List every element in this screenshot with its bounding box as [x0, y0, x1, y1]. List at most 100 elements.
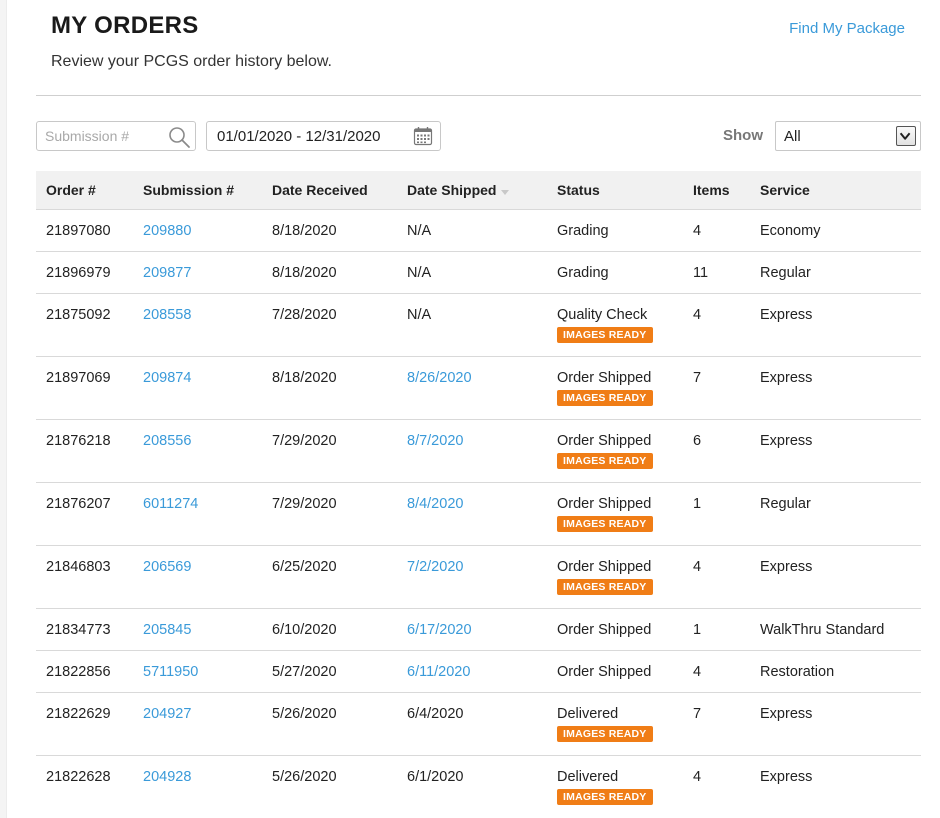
column-header-date-shipped[interactable]: Date Shipped — [397, 171, 547, 210]
date-shipped: N/A — [397, 251, 547, 294]
submission-search-box — [36, 121, 196, 151]
service-level: Express — [750, 293, 921, 357]
show-filter-value: All — [784, 128, 801, 145]
table-row: 21846803 206569 6/25/2020 7/2/2020 Order… — [36, 545, 921, 609]
column-header-submission[interactable]: Submission # — [133, 171, 262, 210]
order-status: Delivered — [557, 768, 619, 785]
shipped-date-link[interactable]: 7/2/2020 — [407, 558, 464, 575]
images-ready-badge[interactable]: IMAGES READY — [557, 452, 653, 469]
submission-link[interactable]: 209877 — [143, 264, 192, 281]
left-rail — [0, 0, 7, 818]
order-status: Grading — [557, 222, 609, 239]
date-range-picker[interactable]: 01/01/2020 - 12/31/2020 — [206, 121, 441, 151]
page-subtitle: Review your PCGS order history below. — [51, 53, 332, 70]
column-header-service[interactable]: Service — [750, 171, 921, 210]
item-count: 11 — [683, 251, 750, 294]
submission-link[interactable]: 5711950 — [143, 663, 199, 680]
column-header-date-received[interactable]: Date Received — [262, 171, 397, 210]
images-ready-badge[interactable]: IMAGES READY — [557, 515, 653, 532]
submission-search-input[interactable] — [45, 127, 163, 145]
order-status: Quality Check — [557, 306, 648, 323]
images-ready-badge[interactable]: IMAGES READY — [557, 725, 653, 742]
submission-link[interactable]: 205845 — [143, 621, 192, 638]
submission-link[interactable]: 209880 — [143, 222, 192, 239]
table-row: 21876218 208556 7/29/2020 8/7/2020 Order… — [36, 419, 921, 483]
show-filter-select[interactable]: All — [775, 121, 921, 151]
service-level: Regular — [750, 251, 921, 294]
shipped-date-link[interactable]: 6/11/2020 — [407, 663, 471, 680]
date-shipped: 6/4/2020 — [397, 692, 547, 756]
item-count: 6 — [683, 419, 750, 483]
dropdown-arrow-icon[interactable] — [896, 126, 916, 146]
images-ready-badge[interactable]: IMAGES READY — [557, 578, 653, 595]
shipped-date-link[interactable]: 8/7/2020 — [407, 432, 464, 449]
submission-link[interactable]: 204927 — [143, 705, 192, 722]
table-row: 21875092 208558 7/28/2020 N/A Quality Ch… — [36, 293, 921, 357]
date-received: 5/26/2020 — [262, 692, 397, 756]
date-shipped: N/A — [397, 209, 547, 252]
date-received: 6/25/2020 — [262, 545, 397, 609]
header-divider — [36, 95, 921, 96]
calendar-icon[interactable] — [413, 126, 433, 146]
item-count: 7 — [683, 692, 750, 756]
submission-link[interactable]: 208556 — [143, 432, 192, 449]
table-row: 21876207 6011274 7/29/2020 8/4/2020 Orde… — [36, 482, 921, 546]
date-received: 8/18/2020 — [262, 356, 397, 420]
order-status: Order Shipped — [557, 495, 652, 512]
service-level: Express — [750, 692, 921, 756]
date-received: 7/28/2020 — [262, 293, 397, 357]
order-status: Order Shipped — [557, 432, 652, 449]
submission-link[interactable]: 204928 — [143, 768, 192, 785]
order-number: 21876207 — [36, 482, 133, 546]
order-number: 21896979 — [36, 251, 133, 294]
submission-link[interactable]: 6011274 — [143, 495, 199, 512]
item-count: 1 — [683, 608, 750, 651]
page-title: MY ORDERS — [51, 12, 199, 39]
order-number: 21875092 — [36, 293, 133, 357]
table-row: 21896979 209877 8/18/2020 N/A Grading 11… — [36, 251, 921, 294]
submission-link[interactable]: 209874 — [143, 369, 192, 386]
order-status: Order Shipped — [557, 369, 652, 386]
shipped-date-link[interactable]: 6/17/2020 — [407, 621, 472, 638]
find-my-package-link[interactable]: Find My Package — [789, 20, 905, 37]
service-level: Express — [750, 356, 921, 420]
table-row: 21822628 204928 5/26/2020 6/1/2020 Deliv… — [36, 755, 921, 818]
images-ready-badge[interactable]: IMAGES READY — [557, 326, 653, 343]
table-row: 21897080 209880 8/18/2020 N/A Grading 4 … — [36, 209, 921, 252]
images-ready-badge[interactable]: IMAGES READY — [557, 389, 653, 406]
shipped-date-link[interactable]: 8/26/2020 — [407, 369, 472, 386]
date-shipped: 6/1/2020 — [397, 755, 547, 818]
search-icon[interactable] — [167, 125, 191, 149]
column-header-status[interactable]: Status — [547, 171, 683, 210]
service-level: Express — [750, 419, 921, 483]
date-range-value: 01/01/2020 - 12/31/2020 — [217, 128, 381, 145]
order-number: 21822856 — [36, 650, 133, 693]
item-count: 7 — [683, 356, 750, 420]
item-count: 4 — [683, 650, 750, 693]
date-received: 8/18/2020 — [262, 209, 397, 252]
submission-link[interactable]: 208558 — [143, 306, 192, 323]
item-count: 4 — [683, 545, 750, 609]
service-level: Express — [750, 545, 921, 609]
order-status: Grading — [557, 264, 609, 281]
order-number: 21876218 — [36, 419, 133, 483]
column-header-items[interactable]: Items — [683, 171, 750, 210]
order-number: 21822628 — [36, 755, 133, 818]
shipped-date-link[interactable]: 8/4/2020 — [407, 495, 464, 512]
service-level: Restoration — [750, 650, 921, 693]
order-status: Order Shipped — [557, 558, 652, 575]
column-header-date-shipped-label: Date Shipped — [407, 181, 497, 198]
images-ready-badge[interactable]: IMAGES READY — [557, 788, 653, 805]
item-count: 1 — [683, 482, 750, 546]
table-row: 21822856 5711950 5/27/2020 6/11/2020 Ord… — [36, 650, 921, 693]
sort-down-icon[interactable] — [501, 188, 510, 196]
order-number: 21822629 — [36, 692, 133, 756]
service-level: Regular — [750, 482, 921, 546]
order-number: 21897069 — [36, 356, 133, 420]
order-status: Delivered — [557, 705, 619, 722]
submission-link[interactable]: 206569 — [143, 558, 192, 575]
date-received: 7/29/2020 — [262, 482, 397, 546]
item-count: 4 — [683, 293, 750, 357]
column-header-order[interactable]: Order # — [36, 171, 133, 210]
order-number: 21834773 — [36, 608, 133, 651]
